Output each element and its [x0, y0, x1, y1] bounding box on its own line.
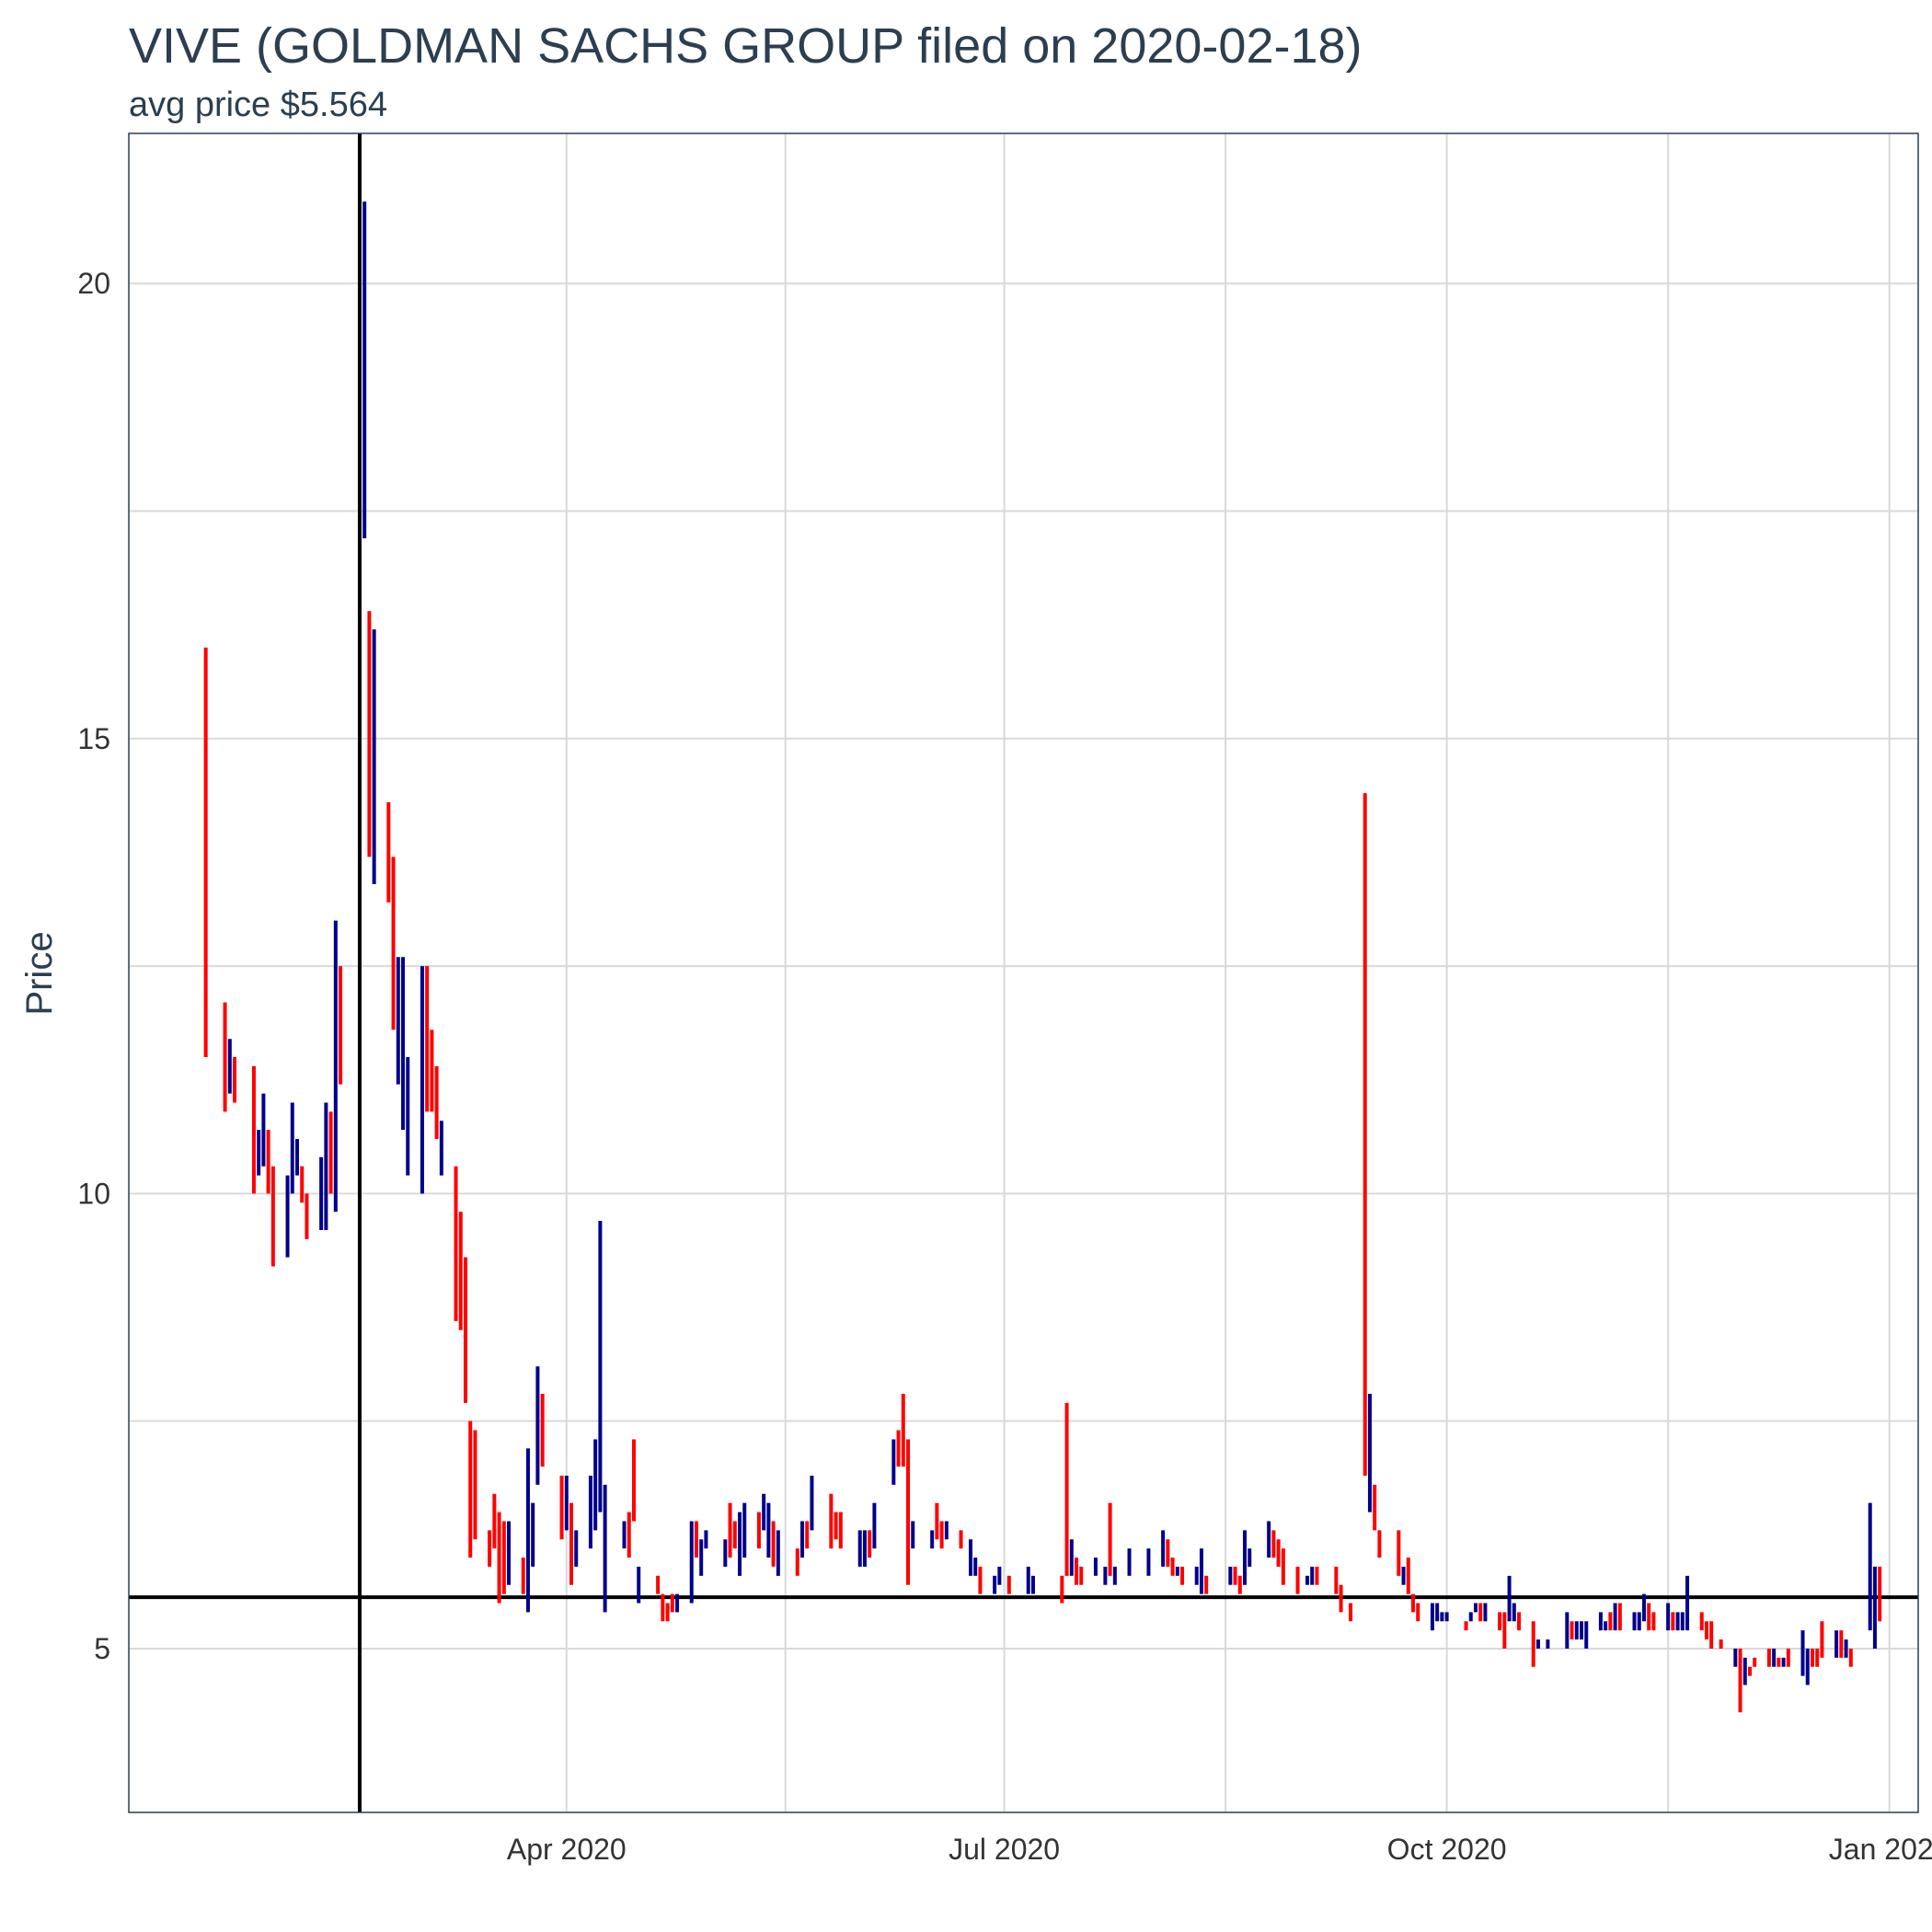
reference-lines — [129, 133, 1918, 1812]
grid — [129, 133, 1918, 1812]
ohlc-bars — [203, 201, 1882, 1713]
axis-ticks: 5 10 15 20 Apr 2020 Jul 2020 Oct 2020 Jan 2021 — [77, 267, 1932, 1866]
x-tick-label: Apr 2020 — [507, 1833, 627, 1866]
y-tick-label: 10 — [77, 1177, 110, 1210]
chart-subtitle: avg price $5.564 — [129, 86, 387, 124]
plot-panel — [128, 132, 1919, 1813]
x-tick-label: Oct 2020 — [1387, 1833, 1507, 1866]
y-tick-label: 20 — [77, 267, 110, 300]
x-tick-label: Jul 2020 — [949, 1833, 1060, 1866]
y-axis-title: Price — [19, 931, 60, 1015]
y-tick-label: 5 — [94, 1632, 110, 1665]
y-tick-label: 15 — [77, 722, 110, 755]
chart-title: VIVE (GOLDMAN SACHS GROUP filed on 2020-… — [129, 18, 1363, 74]
x-tick-label: Jan 2021 — [1829, 1833, 1932, 1866]
